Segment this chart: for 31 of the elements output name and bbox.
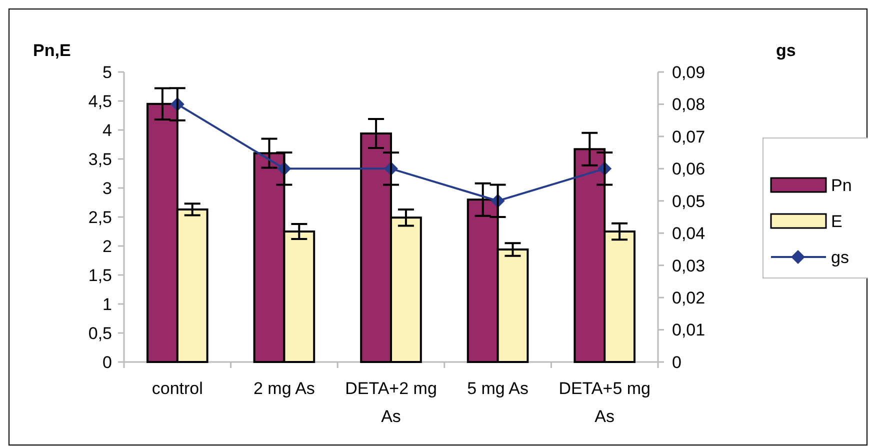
- y-tick-label: 3: [102, 178, 112, 198]
- y2-axis-title: gs: [776, 41, 796, 60]
- y2-tick-label: 0: [672, 352, 682, 372]
- x-tick-label: DETA+5 mg As: [558, 379, 651, 426]
- y-tick-label: 2: [102, 236, 112, 256]
- y-tick-label: 5: [102, 62, 112, 82]
- y-tick-label: 0,5: [88, 324, 112, 343]
- y-tick-label: 0: [102, 352, 112, 372]
- y2-tick-label: 0,09: [672, 62, 706, 82]
- y2-tick-label: 0,01: [672, 320, 706, 340]
- y-tick-label: 4,5: [88, 92, 112, 111]
- y2-tick-label: 0,02: [672, 288, 706, 308]
- x-tick-label: control: [152, 379, 203, 398]
- legend-label: Pn: [831, 176, 852, 195]
- legend-label: gs: [831, 248, 849, 267]
- y2-tick-label: 0,08: [672, 95, 706, 114]
- y2-tick-label: 0,07: [672, 127, 706, 146]
- x-tick-label: 5 mg As: [467, 379, 529, 398]
- y2-tick-label: 0,03: [672, 256, 706, 276]
- x-tick-label: 2 mg As: [253, 379, 315, 398]
- y2-tick-label: 0,04: [672, 224, 706, 244]
- y-tick-label: 1: [102, 294, 112, 314]
- y-tick-label: 1,5: [88, 266, 112, 285]
- y2-tick-label: 0,06: [672, 160, 706, 179]
- legend-label: E: [831, 212, 842, 231]
- y-tick-label: 4: [102, 120, 112, 140]
- y-tick-label: 2,5: [88, 208, 112, 227]
- y2-tick-label: 0,05: [672, 192, 706, 211]
- y-tick-label: 3,5: [88, 150, 112, 169]
- y-axis-title: Pn,E: [33, 41, 71, 60]
- x-tick-label: DETA+2 mg As: [345, 379, 437, 426]
